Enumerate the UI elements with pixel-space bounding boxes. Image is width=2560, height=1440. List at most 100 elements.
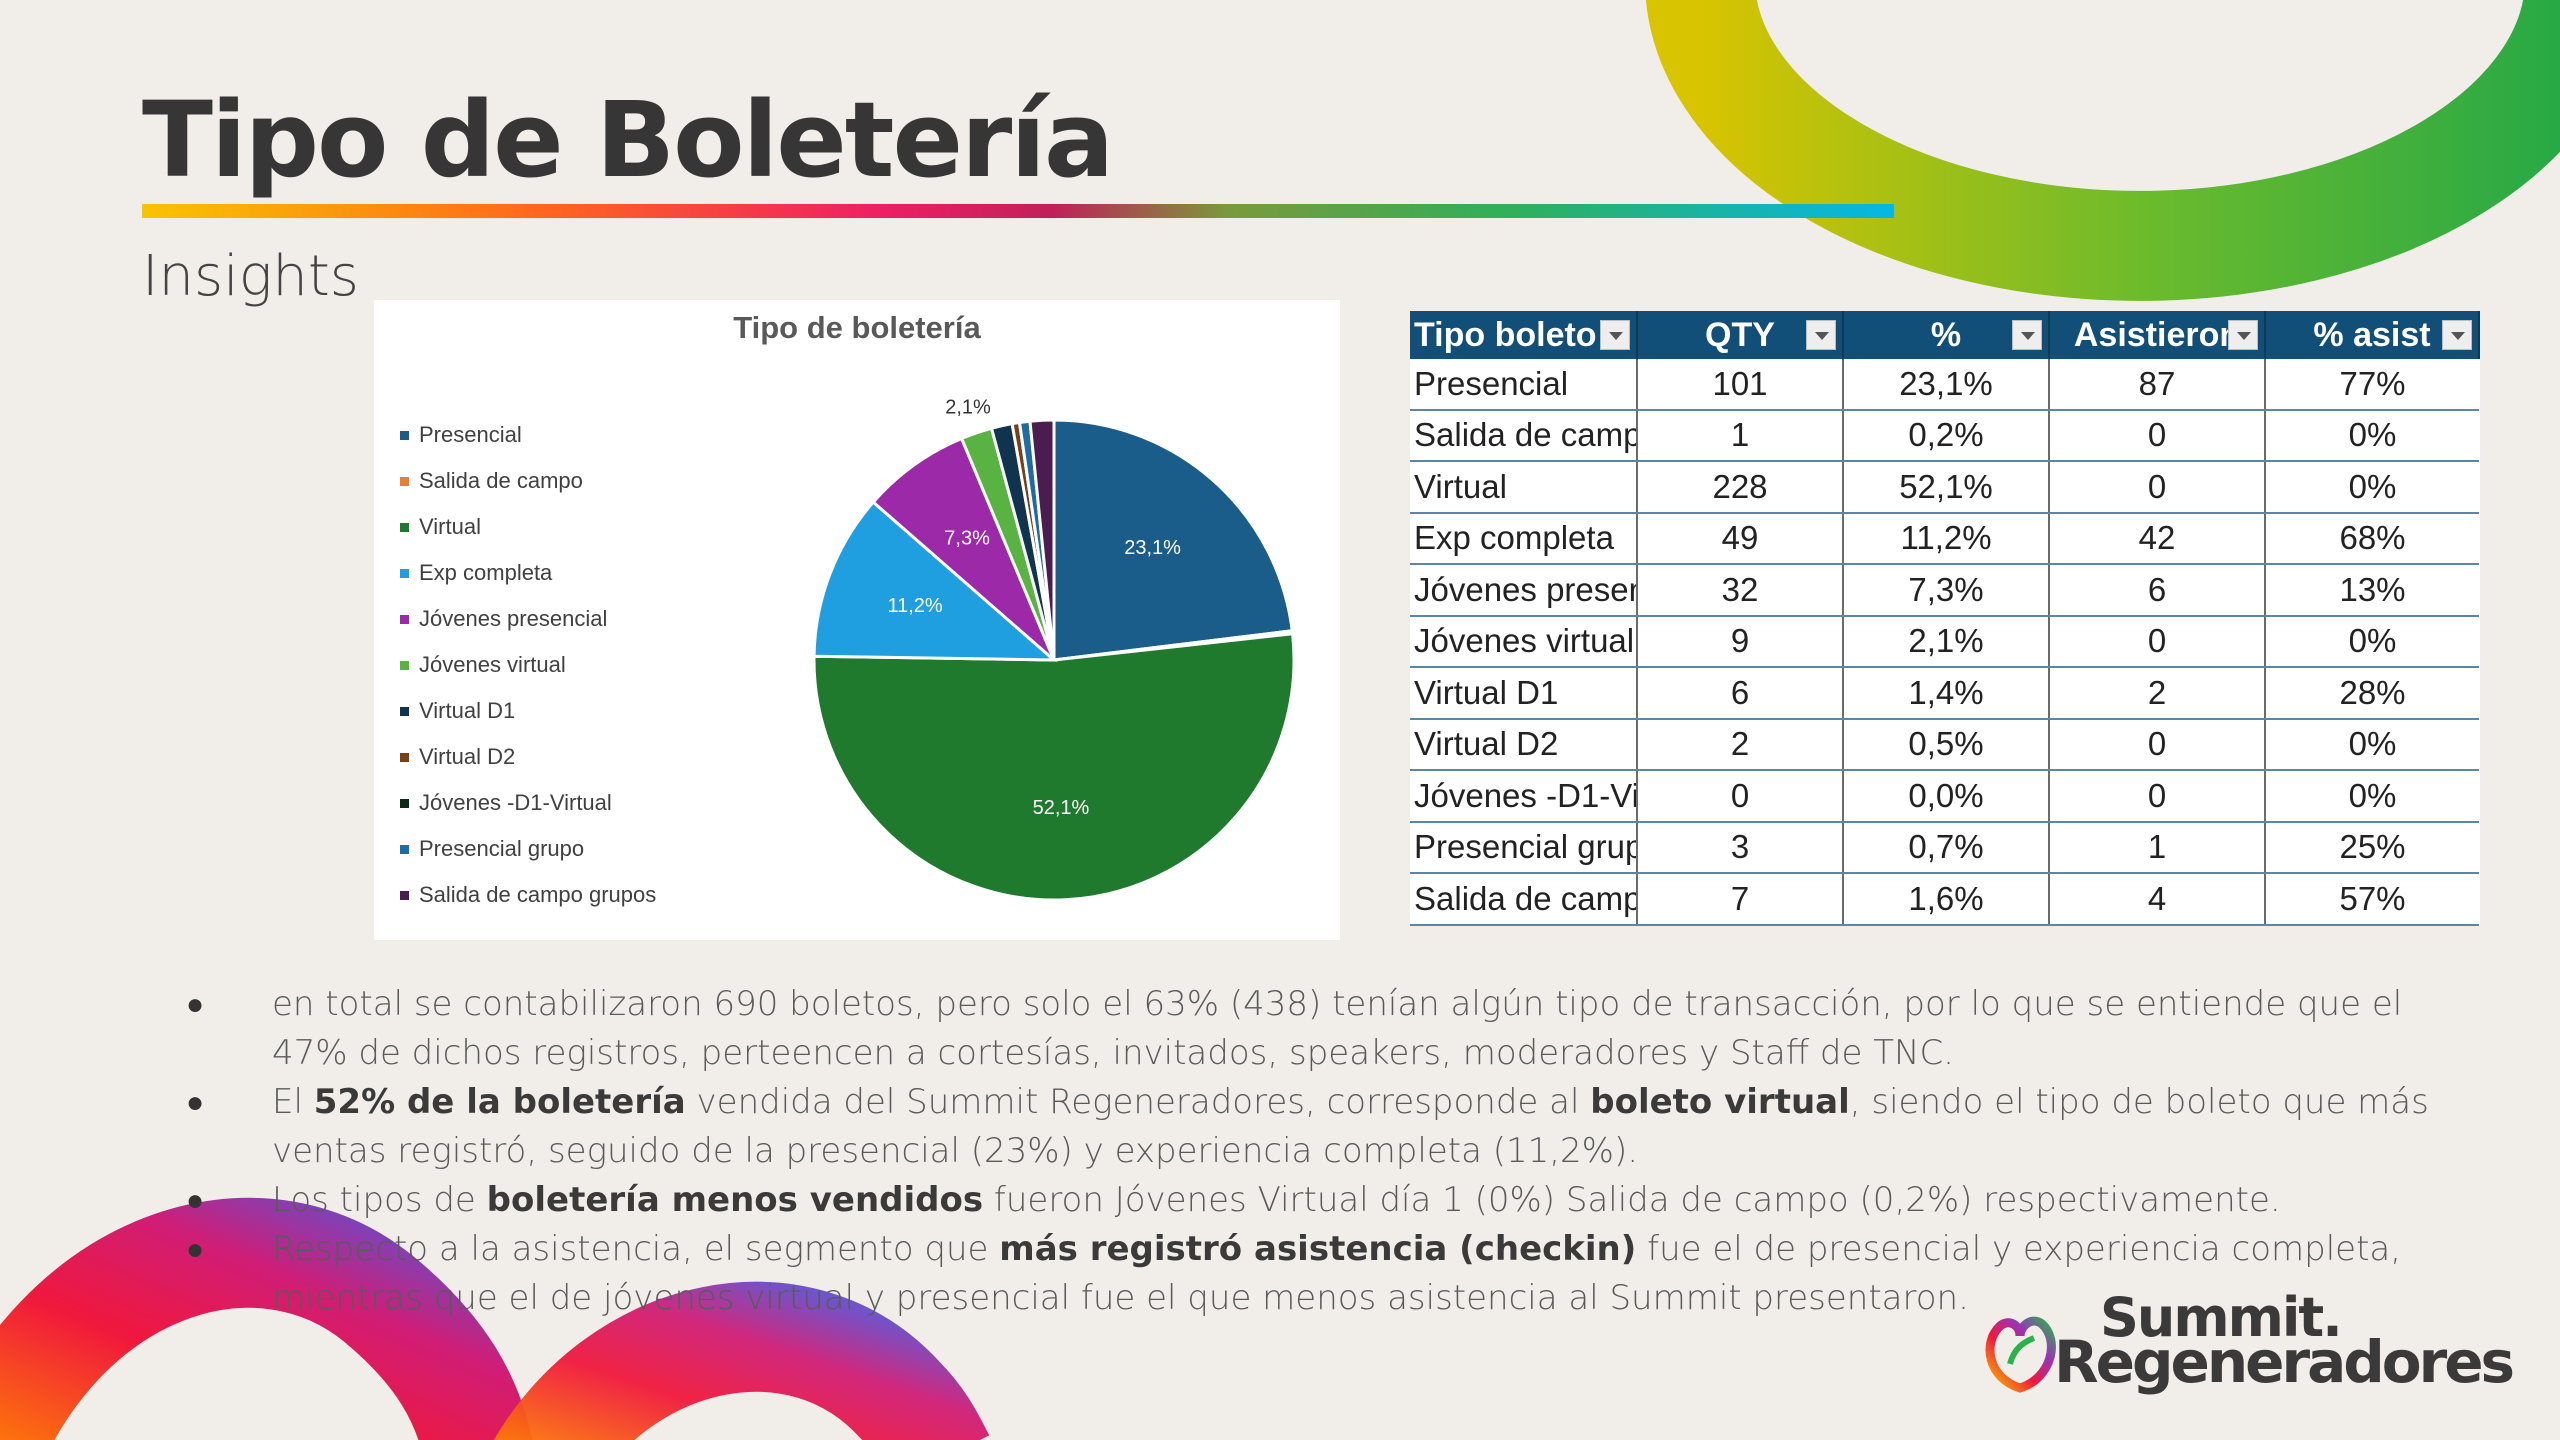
table-cell: 0,5% [1843, 718, 2050, 771]
bullet-text: en total se contabilizaron 690 boletos, … [272, 984, 2403, 1073]
table-cell: Virtual D2 [1410, 718, 1638, 771]
table-cell: 7 [1637, 873, 1844, 926]
legend-item: Salida de campo grupos [400, 872, 656, 918]
legend-item: Virtual D1 [400, 688, 656, 734]
bullet-text: Los tipos de [272, 1180, 487, 1220]
table-cell: 228 [1637, 461, 1844, 514]
insight-bullet: en total se contabilizaron 690 boletos, … [186, 980, 2446, 1078]
logo-text-regeneradores: Regeneradores [2054, 1328, 2515, 1396]
legend-item: Presencial grupo [400, 826, 656, 872]
table-cell: 11,2% [1843, 512, 2050, 565]
table-cell: 0,0% [1843, 770, 2050, 823]
table-cell: 0 [2049, 615, 2266, 668]
table-row: Jóvenes -D1-Virtual00,0%00% [1410, 770, 2479, 823]
table-cell: 0 [2049, 770, 2266, 823]
table-cell: 9 [1637, 615, 1844, 668]
insight-bullet: El 52% de la boletería vendida del Summi… [186, 1078, 2446, 1176]
legend-label: Jóvenes virtual [419, 652, 566, 677]
legend-swatch [400, 430, 409, 440]
chart-legend: Presencial Salida de campo Virtual Exp comp… [400, 412, 656, 918]
legend-swatch [400, 798, 409, 808]
table-cell: 2 [2049, 667, 2266, 720]
pie-chart: 23,1% 52,1% 11,2% 7,3% 2,1% [812, 397, 1296, 902]
header-qty: QTY [1637, 311, 1844, 359]
header-label: % asist [2313, 315, 2431, 354]
table-cell: 42 [2049, 512, 2266, 565]
table-cell: 6 [1637, 667, 1844, 720]
table-row: Jóvenes virtual 9 2,1% 0 0% [1410, 615, 2479, 668]
pie-data-label: 52,1% [1033, 797, 1090, 819]
legend-label: Presencial [419, 422, 522, 447]
table-cell: 2,1% [1843, 615, 2050, 668]
table-cell: 57% [2265, 873, 2479, 926]
header-asistieron: Asistieron [2049, 311, 2266, 359]
table-cell: 13% [2265, 564, 2479, 617]
header-percent-asist: % asist [2265, 311, 2480, 359]
legend-swatch [400, 706, 409, 716]
bullet-bold-text: boleto virtual [1590, 1082, 1850, 1122]
legend-label: Presencial grupo [419, 836, 585, 861]
table-cell: Jóvenes -D1-Virtual [1410, 770, 1638, 823]
table-cell: 0 [1637, 770, 1844, 823]
table-row: Exp completa 49 11,2% 42 68% [1410, 512, 2479, 565]
table-cell: 28% [2265, 667, 2479, 720]
table-cell: 68% [2265, 512, 2479, 565]
insight-bullet: Los tipos de boletería menos vendidos fu… [186, 1176, 2446, 1225]
table-body: Presencial 101 23,1% 87 77% Salida de campo 1 0… [1410, 359, 2479, 926]
legend-swatch [400, 614, 409, 624]
table-cell: 4 [2049, 873, 2266, 926]
legend-swatch [400, 568, 409, 578]
legend-label: Exp completa [419, 560, 553, 585]
table-cell: 1 [2049, 821, 2266, 874]
table-row: Virtual D2 2 0,5% 0 0% [1410, 718, 2479, 771]
header-label: % [1930, 315, 1962, 354]
table-cell: 101 [1637, 359, 1844, 411]
table-row: Presencial 101 23,1% 87 77% [1410, 359, 2479, 411]
title-gradient-bar [142, 204, 1894, 218]
pie-slice [871, 436, 1056, 662]
header-label: Tipo boleto [1414, 315, 1597, 354]
header-tipo-boleto: Tipo boleto [1410, 311, 1638, 359]
table-row: Jóvenes presencial327,3%613% [1410, 564, 2479, 617]
table-cell: Exp completa [1410, 512, 1638, 565]
ticket-type-table: Tipo boleto QTY % Asistieron % asist Pre… [1410, 311, 2480, 926]
filter-dropdown-icon[interactable] [2442, 320, 2472, 350]
legend-item: Presencial [400, 412, 656, 458]
pie-slice [812, 632, 1296, 902]
legend-label: Salida de campo [419, 468, 583, 493]
legend-label: Jóvenes presencial [419, 606, 608, 631]
bullet-text: Respecto a la asistencia, el segmento qu… [272, 1229, 1000, 1269]
legend-swatch [400, 752, 409, 762]
table-cell: Jóvenes presencial [1410, 564, 1638, 617]
filter-dropdown-icon[interactable] [2228, 320, 2258, 350]
bullet-text: El [272, 1082, 314, 1122]
table-cell: 0 [2049, 409, 2266, 462]
filter-dropdown-icon[interactable] [1600, 320, 1630, 350]
table-cell: 1 [1637, 409, 1844, 462]
table-cell: 49 [1637, 512, 1844, 565]
pie-chart-card: Tipo de boletería Presencial Salida de ca… [374, 300, 1340, 940]
table-cell: 2 [1637, 718, 1844, 771]
bullet-bold-text: boletería menos vendidos [486, 1180, 984, 1220]
table-cell: 23,1% [1843, 359, 2050, 411]
table-cell: 0% [2265, 615, 2479, 668]
legend-item: Salida de campo [400, 458, 656, 504]
legend-item: Virtual [400, 504, 656, 550]
table-cell: Virtual D1 [1410, 667, 1638, 720]
legend-item: Jóvenes -D1-Virtual [400, 780, 656, 826]
table-cell: Presencial grupo [1410, 821, 1638, 874]
pie-slice [1052, 418, 1294, 662]
pie-data-label: 2,1% [945, 397, 991, 419]
bullet-text: fue el de presencial y experiencia compl… [272, 1229, 2402, 1318]
table-row: Salida de campo 1 0,2% 0 0% [1410, 409, 2479, 462]
chart-title: Tipo de boletería [733, 310, 981, 345]
legend-item: Virtual D2 [400, 734, 656, 780]
legend-swatch [400, 890, 409, 900]
table-cell: 3 [1637, 821, 1844, 874]
filter-dropdown-icon[interactable] [2012, 320, 2042, 350]
legend-label: Virtual D1 [419, 698, 516, 723]
filter-dropdown-icon[interactable] [1806, 320, 1836, 350]
table-row: Presencial grupo 3 0,7% 1 25% [1410, 821, 2479, 874]
table-cell: 52,1% [1843, 461, 2050, 514]
table-row: Virtual D1 6 1,4% 2 28% [1410, 667, 2479, 720]
